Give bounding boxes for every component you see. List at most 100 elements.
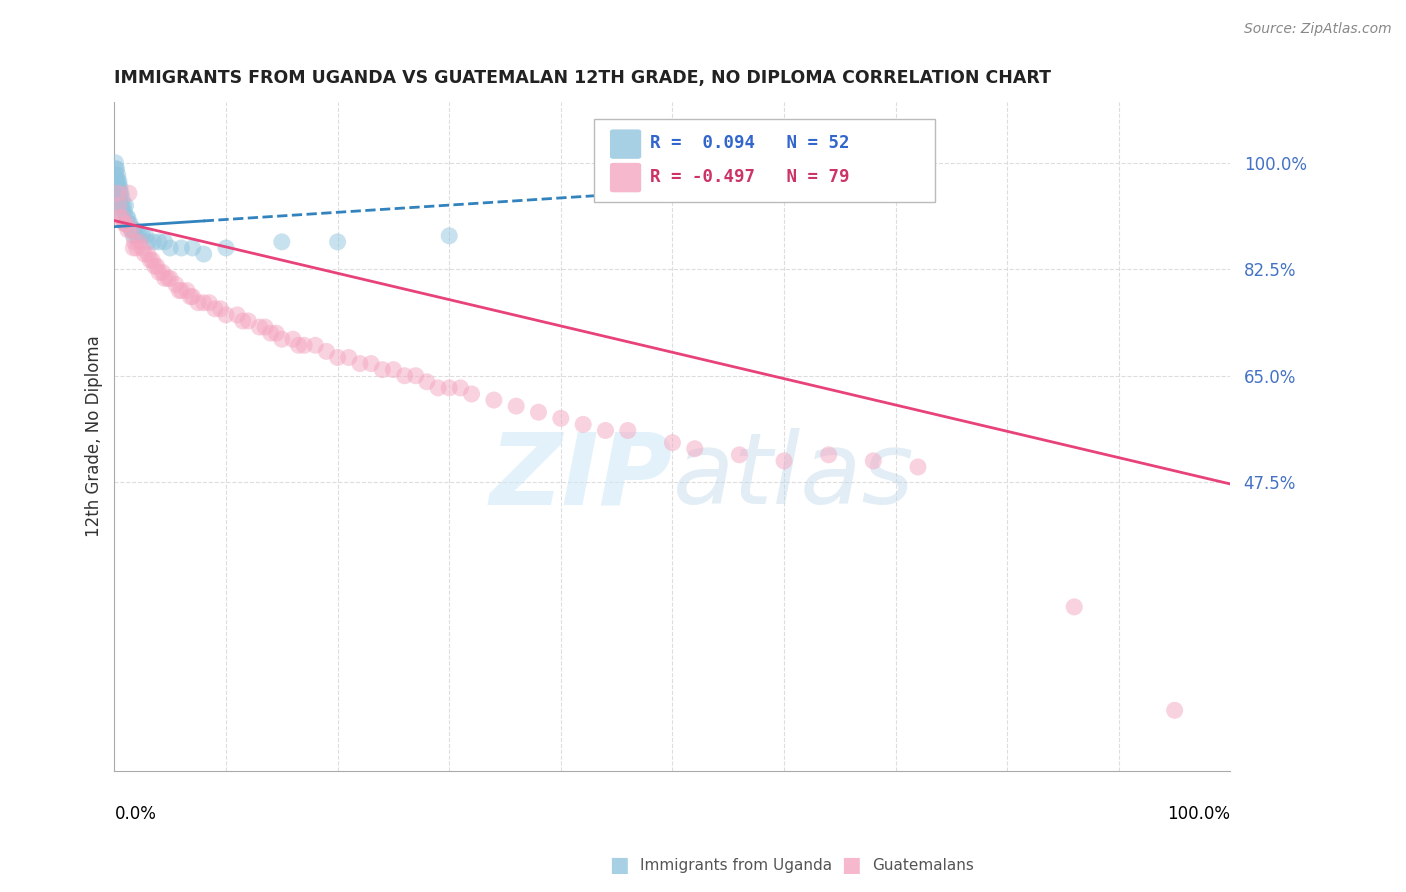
Text: Immigrants from Uganda: Immigrants from Uganda (640, 858, 832, 872)
Point (152, 265, 174, 279)
Point (118, 186, 141, 201)
Point (107, 186, 129, 201)
Point (595, 424, 617, 438)
Point (661, 435, 683, 450)
Point (108, 211, 131, 225)
Point (105, 174, 128, 188)
Point (121, 223, 143, 237)
Point (117, 211, 139, 225)
Text: atlas: atlas (672, 428, 914, 525)
Point (108, 198, 131, 212)
Point (394, 368, 416, 383)
Point (107, 180, 129, 194)
Point (181, 290, 204, 304)
Point (108, 192, 131, 206)
Point (281, 332, 304, 346)
FancyBboxPatch shape (595, 119, 935, 202)
Point (371, 362, 394, 376)
Point (148, 265, 170, 279)
Point (193, 247, 215, 261)
Point (120, 223, 142, 237)
Point (405, 368, 427, 383)
Point (153, 271, 176, 285)
Point (337, 351, 360, 365)
Point (862, 454, 884, 468)
Point (773, 454, 796, 468)
Point (159, 241, 181, 255)
Point (427, 381, 450, 395)
Point (128, 235, 150, 249)
Point (104, 156, 127, 170)
Text: Source: ZipAtlas.com: Source: ZipAtlas.com (1244, 22, 1392, 37)
Point (131, 241, 153, 255)
Point (108, 174, 131, 188)
Point (108, 198, 131, 212)
Point (326, 351, 349, 365)
Point (550, 411, 572, 425)
Text: 100.0%: 100.0% (1167, 805, 1230, 822)
Point (292, 338, 315, 352)
Point (122, 241, 145, 255)
Point (817, 448, 839, 462)
Point (193, 295, 215, 310)
Text: R = -0.497   N = 79: R = -0.497 N = 79 (650, 168, 849, 186)
Point (114, 204, 136, 219)
Point (114, 217, 136, 231)
Point (1063, 599, 1085, 614)
Text: R =  0.094   N = 52: R = 0.094 N = 52 (650, 135, 849, 153)
Point (146, 259, 169, 273)
Point (165, 277, 187, 292)
Point (617, 424, 640, 438)
Y-axis label: 12th Grade, No Diploma: 12th Grade, No Diploma (86, 335, 103, 537)
Point (110, 186, 132, 201)
Point (120, 223, 142, 237)
Point (117, 223, 139, 237)
Point (167, 284, 190, 298)
Point (136, 247, 159, 261)
Point (349, 357, 371, 371)
Point (141, 253, 163, 268)
FancyBboxPatch shape (610, 129, 641, 159)
Point (136, 235, 159, 249)
Point (104, 161, 127, 176)
Point (122, 228, 145, 243)
Point (143, 259, 166, 273)
Point (238, 314, 260, 328)
Point (108, 186, 131, 201)
Point (439, 228, 461, 243)
Text: IMMIGRANTS FROM UGANDA VS GUATEMALAN 12TH GRADE, NO DIPLOMA CORRELATION CHART: IMMIGRANTS FROM UGANDA VS GUATEMALAN 12T… (114, 69, 1052, 87)
Point (108, 180, 131, 194)
Point (125, 228, 148, 243)
Point (148, 235, 170, 249)
Point (114, 198, 136, 212)
Point (683, 442, 706, 456)
Point (108, 186, 131, 201)
Point (128, 228, 150, 243)
Point (139, 253, 162, 268)
Point (176, 284, 198, 298)
Point (142, 235, 165, 249)
Point (204, 301, 226, 316)
Point (108, 180, 131, 194)
Point (124, 223, 146, 237)
Point (118, 217, 141, 231)
Point (125, 241, 148, 255)
Point (110, 198, 132, 212)
Point (170, 284, 193, 298)
Point (156, 271, 179, 285)
Text: ■: ■ (841, 855, 860, 875)
Point (270, 235, 292, 249)
Point (108, 192, 131, 206)
Point (505, 399, 527, 413)
Point (115, 211, 138, 225)
Point (111, 211, 134, 225)
Point (416, 375, 439, 389)
Point (304, 338, 326, 352)
Point (112, 198, 135, 212)
Point (260, 326, 283, 340)
Point (111, 204, 134, 219)
Point (717, 168, 740, 182)
Point (270, 332, 292, 346)
Point (232, 314, 254, 328)
Point (382, 362, 405, 376)
